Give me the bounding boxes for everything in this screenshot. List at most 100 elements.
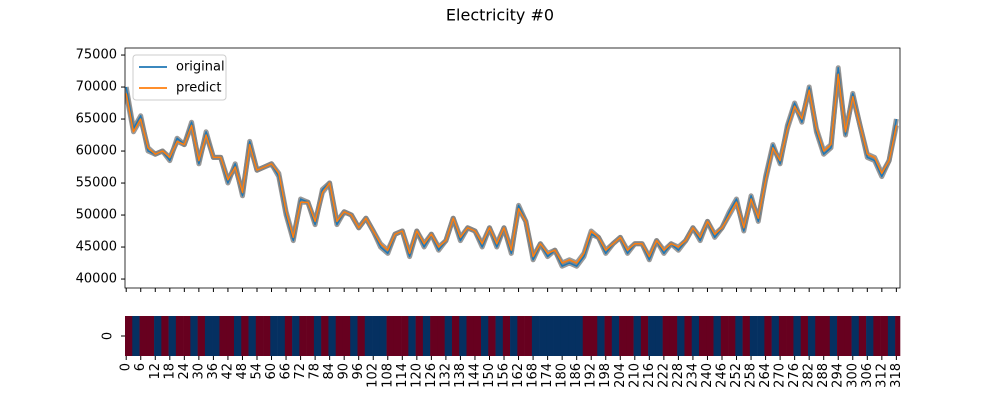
heatmap-x-tick-label: 288 <box>816 363 831 388</box>
heatmap-cell <box>786 316 794 356</box>
heatmap-cell <box>590 316 598 356</box>
heatmap-x-tick-label: 306 <box>860 363 875 388</box>
legend-label: original <box>176 60 225 75</box>
heatmap-cell <box>800 316 809 356</box>
heatmap-cell <box>299 316 307 356</box>
heatmap-cell <box>459 316 467 356</box>
line <box>125 73 898 264</box>
heatmap-cell <box>677 316 685 356</box>
heatmap-cell <box>190 316 198 356</box>
heatmap-cell <box>372 316 380 356</box>
heatmap-x-tick-label: 24 <box>177 363 192 380</box>
heatmap-cell <box>168 316 177 356</box>
heatmap-cell <box>531 316 540 356</box>
heatmap-cell <box>488 316 496 356</box>
heatmap-cell <box>655 316 663 356</box>
heatmap-cell <box>139 316 148 356</box>
heatmap-cell <box>749 316 758 356</box>
heatmap-cell <box>720 316 729 356</box>
heatmap-cell <box>757 316 765 356</box>
heatmap-cell <box>844 316 852 356</box>
heatmap-x-tick-label: 234 <box>685 363 700 388</box>
y-tick-label: 55000 <box>76 176 117 191</box>
heatmap-x-tick-label: 42 <box>220 363 235 380</box>
heatmap-cell <box>575 316 584 356</box>
heatmap-cell <box>430 316 438 356</box>
heatmap-x-tick-label: 30 <box>191 363 206 380</box>
heatmap-x-tick-label: 168 <box>526 363 541 388</box>
heatmap-cell <box>582 316 591 356</box>
heatmap-x-tick-label: 96 <box>351 363 366 380</box>
heatmap-cell <box>829 316 838 356</box>
heatmap-x-tick-label: 48 <box>235 363 250 380</box>
y-tick-label: 65000 <box>76 112 117 127</box>
heatmap-x-tick-label: 0 <box>119 363 134 371</box>
heatmap-cell <box>175 316 184 356</box>
heatmap-cell <box>815 316 823 356</box>
heatmap-cell <box>263 316 271 356</box>
heatmap-cell <box>248 316 257 356</box>
heatmap-cell <box>444 316 453 356</box>
heatmap-cell <box>619 316 627 356</box>
heatmap-cell <box>713 316 722 356</box>
heatmap-x-tick-label: 228 <box>671 363 686 388</box>
heatmap-cell <box>401 316 409 356</box>
heatmap-cell <box>662 316 671 356</box>
heatmap-x-tick-label: 54 <box>249 363 264 380</box>
heatmap-cell <box>350 316 358 356</box>
uncertainty-band <box>125 71 899 266</box>
heatmap-cell <box>633 316 642 356</box>
heatmap-cell <box>546 316 554 356</box>
chart-title: Electricity #0 <box>446 6 554 25</box>
heatmap-x-tick-label: 6 <box>133 363 148 371</box>
heatmap-x-tick-label: 72 <box>293 363 308 380</box>
y-tick-label: 75000 <box>76 48 117 63</box>
heatmap-cell <box>255 316 264 356</box>
legend-label: predict <box>176 81 221 96</box>
heatmap-cell <box>698 316 707 356</box>
heatmap-cell <box>495 316 504 356</box>
y-tick-label: 60000 <box>76 144 117 159</box>
heatmap-cell <box>517 316 525 356</box>
heatmap-cell <box>735 316 743 356</box>
heatmap-x-tick-label: 204 <box>613 363 628 388</box>
plot-frame <box>124 47 901 289</box>
heatmap-cell <box>292 316 300 356</box>
heatmap-x-tick-label: 174 <box>540 363 555 388</box>
heatmap-cell <box>807 316 816 356</box>
heatmap-cell <box>691 316 700 356</box>
heatmap-x-tick-label: 162 <box>511 363 526 388</box>
heatmap-cell <box>473 316 482 356</box>
heatmap-x-tick-label: 270 <box>773 363 788 388</box>
y-tick-label: 50000 <box>76 208 117 223</box>
heatmap-x-tick-label: 150 <box>482 363 497 388</box>
heatmap-cell <box>415 316 424 356</box>
heatmap-cell <box>393 316 402 356</box>
heatmap-cell <box>379 316 387 356</box>
heatmap-x-tick-label: 198 <box>598 363 613 388</box>
heatmap-x-tick-label: 264 <box>758 363 773 388</box>
heatmap-cell <box>837 316 845 356</box>
heatmap-x-tick-label: 276 <box>787 363 802 388</box>
heatmap-cell <box>778 316 787 356</box>
heatmap-cell <box>219 316 228 356</box>
heatmap-x-tick-label: 144 <box>467 363 482 388</box>
heatmap-cell <box>342 316 351 356</box>
heatmap-x-tick-label: 282 <box>802 363 817 388</box>
heatmap-cell <box>793 316 802 356</box>
heatmap-cell <box>640 316 649 356</box>
heatmap-cell <box>357 316 366 356</box>
heatmap-x-tick-label: 126 <box>424 363 439 388</box>
heatmap-cell <box>313 316 322 356</box>
heatmap-cell <box>204 316 213 356</box>
heatmap-cell <box>684 316 693 356</box>
heatmap-cell <box>539 316 547 356</box>
heatmap-x-tick-label: 66 <box>279 363 294 380</box>
heatmap-x-tick-label: 12 <box>148 363 163 380</box>
heatmap-x-tick-label: 90 <box>337 363 352 380</box>
heatmap-x-tick-label: 312 <box>874 363 889 388</box>
heatmap-x-tick-label: 222 <box>656 363 671 388</box>
heatmap-cell <box>422 316 431 356</box>
heatmap-cell <box>284 316 293 356</box>
